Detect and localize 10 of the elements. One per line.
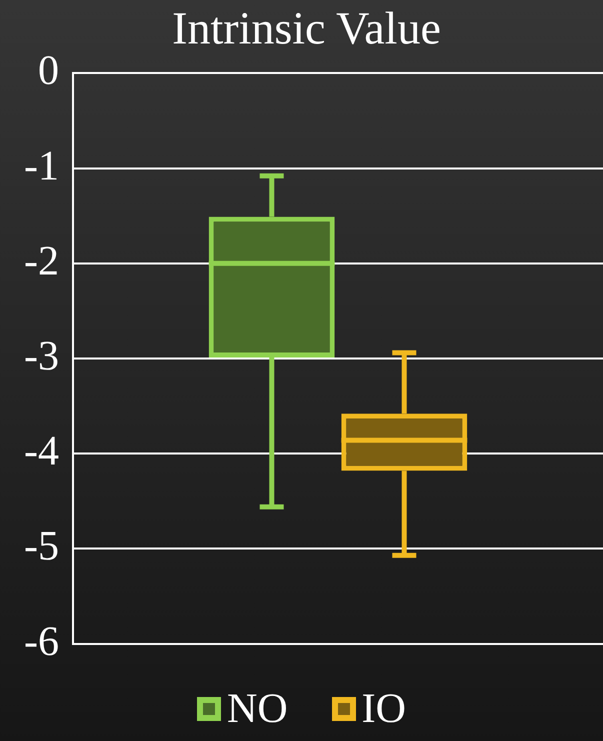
y-tick-label: 0 bbox=[38, 48, 59, 94]
y-tick-label: -2 bbox=[24, 238, 59, 284]
y-tick-label: -5 bbox=[24, 524, 59, 570]
y-tick-label: -4 bbox=[24, 428, 59, 475]
chart-title: Intrinsic Value bbox=[172, 2, 441, 54]
y-tick-label: -1 bbox=[24, 143, 59, 190]
y-tick-label: -6 bbox=[24, 618, 59, 665]
y-tick-label: -3 bbox=[24, 334, 59, 380]
legend-label: NO bbox=[227, 685, 288, 733]
legend-label: IO bbox=[362, 685, 406, 733]
